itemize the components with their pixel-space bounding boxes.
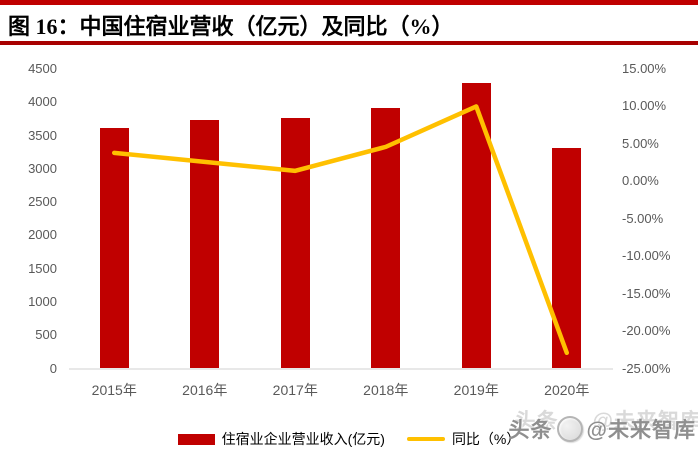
right-axis-tick: 0.00% — [622, 173, 659, 189]
line-swatch-icon — [406, 436, 445, 442]
bar-2019年 — [461, 82, 491, 369]
left-axis-tick: 0 — [49, 360, 57, 376]
right-axis-tick: -15.00% — [622, 285, 671, 301]
right-axis-tick: 5.00% — [622, 135, 659, 151]
left-axis-tick: 4500 — [28, 61, 57, 76]
right-axis-tick: -25.00% — [622, 360, 671, 376]
right-axis-tick: -5.00% — [622, 210, 664, 226]
right-axis-tick: 10.00% — [622, 98, 667, 114]
x-axis-label-2020年: 2020年 — [544, 381, 590, 398]
left-axis-tick: 3000 — [28, 160, 57, 176]
left-axis-tick: 1000 — [28, 293, 57, 309]
x-axis-label-2015年: 2015年 — [91, 381, 137, 398]
x-axis-label-2018年: 2018年 — [363, 381, 409, 398]
legend-item-revenue: 住宿业企业营业收入(亿元) — [177, 429, 385, 449]
left-axis-tick: 4000 — [28, 94, 57, 110]
bar-2016年 — [190, 120, 220, 369]
right-axis-tick: 15.00% — [622, 61, 667, 76]
bar-swatch-icon — [177, 433, 215, 445]
yoy-line-series — [112, 104, 569, 356]
toutiao-watermark: 头条 @未来智库 — [509, 414, 696, 444]
revenue-yoy-combo-chart: 4500 4000 3500 3000 2500 2000 1500 1000 500 0 15.… — [0, 46, 698, 406]
watermark-toutiao-text: 头条 — [508, 419, 553, 442]
watermark-handle-text: @未来智库 — [586, 419, 696, 442]
x-axis-label-2017年: 2017年 — [272, 381, 318, 398]
title-underline-rule — [0, 41, 698, 45]
chart-legend: 住宿业企业营业收入(亿元) 同比（%） — [0, 429, 698, 449]
bar-2015年 — [99, 128, 129, 369]
right-axis-tick: -10.00% — [622, 248, 671, 264]
legend-label-revenue: 住宿业企业营业收入(亿元) — [221, 431, 385, 447]
top-red-rule — [0, 0, 698, 5]
left-axis-tick: 2500 — [28, 194, 57, 210]
bar-2017年 — [280, 118, 310, 369]
right-axis-tick: -20.00% — [622, 323, 671, 339]
bar-2020年 — [552, 148, 582, 369]
legend-label-yoy: 同比（%） — [451, 431, 521, 447]
left-axis-tick: 3500 — [28, 127, 57, 143]
left-axis-tick: 1500 — [28, 260, 57, 276]
toutiao-logo-icon — [556, 416, 583, 442]
x-axis-label-2019年: 2019年 — [453, 381, 499, 398]
bar-2018年 — [371, 108, 401, 369]
left-axis-tick: 500 — [35, 327, 57, 343]
figure-title: 图 16：中国住宿业营收（亿元）及同比（%） — [8, 14, 454, 39]
left-axis-tick: 2000 — [28, 227, 57, 243]
legend-item-yoy: 同比（%） — [406, 429, 521, 449]
x-axis-label-2016年: 2016年 — [182, 381, 228, 398]
